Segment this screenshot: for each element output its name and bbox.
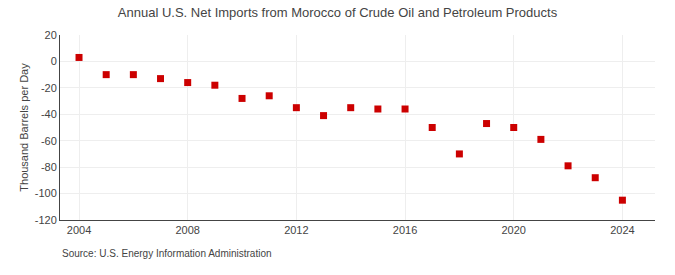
svg-text:0: 0: [51, 55, 57, 67]
svg-text:2004: 2004: [67, 224, 91, 236]
svg-text:Thousand Barrels per Day: Thousand Barrels per Day: [18, 63, 30, 192]
svg-text:-100: -100: [35, 187, 57, 199]
svg-text:2020: 2020: [501, 224, 525, 236]
svg-text:2016: 2016: [393, 224, 417, 236]
svg-text:-120: -120: [35, 214, 57, 226]
svg-text:-80: -80: [41, 161, 57, 173]
svg-text:Annual U.S. Net Imports from M: Annual U.S. Net Imports from Morocco of …: [118, 5, 558, 20]
svg-text:2012: 2012: [284, 224, 308, 236]
svg-text:2024: 2024: [610, 224, 634, 236]
svg-text:-40: -40: [41, 108, 57, 120]
svg-text:-60: -60: [41, 135, 57, 147]
svg-text:-20: -20: [41, 82, 57, 94]
svg-text:20: 20: [45, 29, 57, 41]
svg-text:Source: U.S. Energy Informatio: Source: U.S. Energy Information Administ…: [62, 248, 272, 259]
svg-text:2008: 2008: [175, 224, 199, 236]
